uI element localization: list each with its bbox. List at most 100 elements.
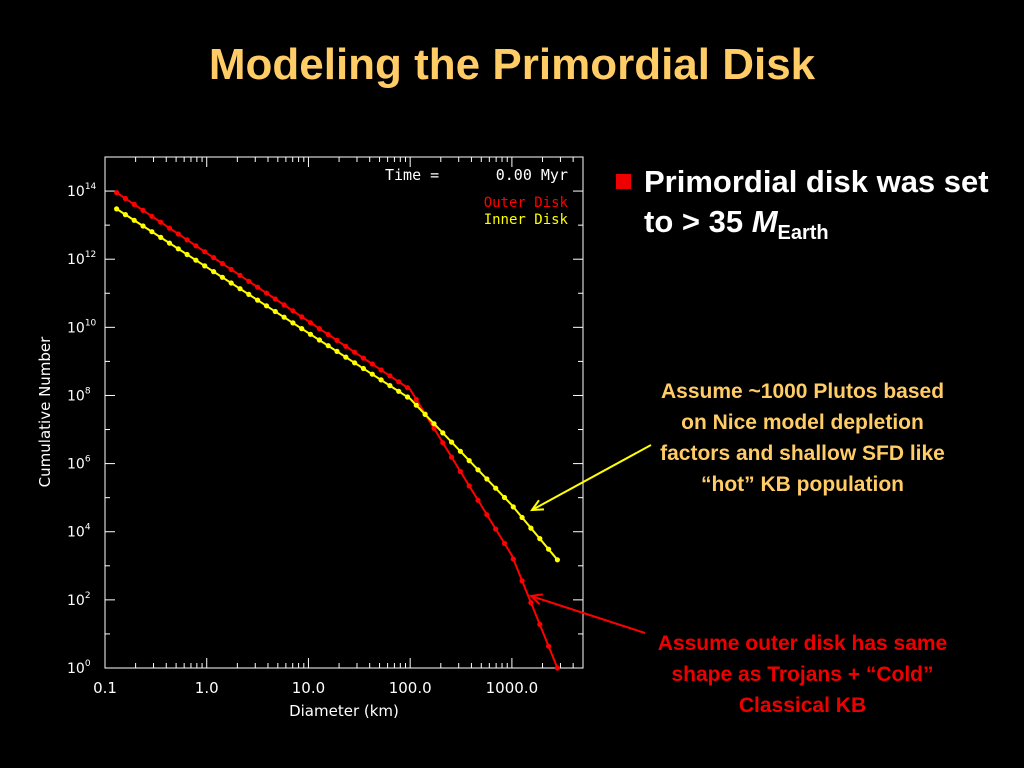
data-point <box>387 373 393 379</box>
data-point <box>510 556 516 562</box>
series-line <box>116 208 559 561</box>
yellow-arrow <box>531 444 652 511</box>
data-point <box>404 394 411 400</box>
data-point <box>184 251 190 258</box>
time-value: 0.00 Myr <box>496 166 568 184</box>
x-tick-label: 10.0 <box>292 679 325 697</box>
data-point <box>246 291 252 297</box>
data-point <box>466 483 472 489</box>
data-point <box>546 546 552 552</box>
bullet-square-icon <box>616 174 631 189</box>
data-point <box>493 485 499 491</box>
data-point <box>211 269 217 275</box>
data-point <box>166 240 173 246</box>
x-tick-label: 0.1 <box>93 679 117 697</box>
data-point <box>307 331 314 337</box>
x-tick-label: 1.0 <box>195 679 219 697</box>
data-point <box>431 425 437 431</box>
data-point <box>263 290 270 296</box>
data-point <box>211 255 217 261</box>
bullet-mass-symbol: M <box>751 204 778 239</box>
data-point <box>299 314 305 320</box>
data-point <box>158 219 164 225</box>
data-point <box>466 458 472 464</box>
data-point <box>184 237 190 243</box>
data-point <box>131 201 137 207</box>
data-point <box>175 246 181 252</box>
data-point <box>440 430 446 436</box>
data-point <box>519 578 525 584</box>
data-point <box>237 286 243 292</box>
data-point <box>334 337 340 343</box>
data-point <box>334 348 340 354</box>
data-point <box>131 217 137 223</box>
data-point <box>228 280 234 286</box>
data-point <box>175 231 181 237</box>
data-point <box>343 354 349 360</box>
data-point <box>519 514 525 521</box>
data-point <box>343 343 349 349</box>
data-point <box>360 355 366 361</box>
inner-disk-note: Assume ~1000 Plutos based on Nice model … <box>660 380 945 496</box>
x-tick-label: 100.0 <box>389 679 432 697</box>
data-point <box>413 402 419 408</box>
y-tick-label: 100 <box>67 659 91 677</box>
data-point <box>554 557 561 563</box>
bullet-text: Primordial disk was set to > 35 MEarth <box>644 162 1014 253</box>
y-tick-label: 106 <box>67 455 91 473</box>
data-point <box>484 512 490 518</box>
y-tick-label: 1012 <box>67 250 96 268</box>
data-point <box>193 243 199 249</box>
data-point <box>166 225 173 231</box>
bullet-text-main: Primordial disk was set to > 35 <box>644 164 989 239</box>
data-point <box>449 439 455 445</box>
data-point <box>316 337 322 343</box>
data-point <box>237 272 243 278</box>
data-point <box>325 331 331 338</box>
data-point <box>404 385 411 391</box>
data-point <box>219 261 225 267</box>
red-arrow <box>530 595 646 634</box>
y-tick-label: 108 <box>67 386 91 404</box>
data-point <box>449 454 455 460</box>
data-point <box>272 308 278 315</box>
data-point <box>114 206 120 212</box>
data-point <box>528 600 534 606</box>
data-point <box>122 195 128 202</box>
data-point <box>281 314 287 320</box>
data-point <box>149 229 155 235</box>
y-tick-label: 102 <box>67 591 91 609</box>
data-point <box>149 213 155 219</box>
data-point <box>263 303 270 309</box>
data-point <box>202 249 208 255</box>
y-tick-label: 1014 <box>67 182 97 200</box>
data-point <box>202 263 208 269</box>
y-axis-label: Cumulative Number <box>36 336 54 487</box>
y-tick-label: 104 <box>67 523 91 541</box>
legend-entry: Outer Disk <box>484 195 569 211</box>
data-point <box>475 467 481 473</box>
data-point <box>290 320 296 326</box>
data-point <box>537 536 543 542</box>
yellow-arrow-head <box>529 499 545 512</box>
data-point <box>325 343 331 349</box>
data-point <box>501 540 508 547</box>
outer-disk-note: Assume outer disk has same shape as Troj… <box>657 632 948 717</box>
x-tick-label: 1000.0 <box>486 679 539 697</box>
data-point <box>484 476 490 482</box>
data-point <box>246 278 252 284</box>
legend-entry: Inner Disk <box>484 212 569 228</box>
data-point <box>378 377 384 383</box>
data-point <box>475 497 481 503</box>
data-point <box>546 643 552 649</box>
data-point <box>493 526 499 532</box>
data-point <box>457 448 463 454</box>
data-point <box>272 296 278 302</box>
data-point <box>537 621 543 628</box>
red-arrow-head <box>528 593 544 606</box>
data-point <box>219 274 225 280</box>
data-point <box>352 360 358 366</box>
data-point <box>281 302 287 308</box>
data-point <box>510 504 516 510</box>
data-point <box>360 365 366 372</box>
